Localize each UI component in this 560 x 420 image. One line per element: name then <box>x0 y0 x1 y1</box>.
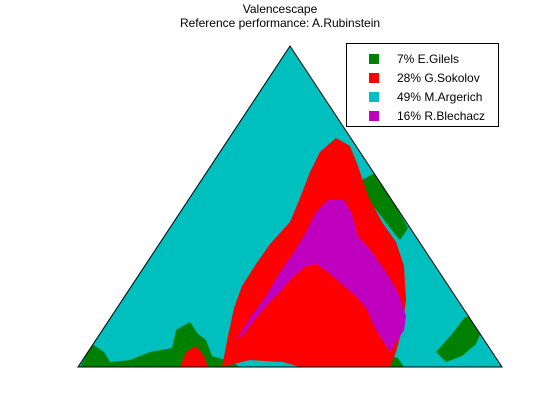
chart-title: Valencescape <box>242 2 318 16</box>
legend-label-sokolov: 28% G.Sokolov <box>397 71 480 85</box>
legend-entry-sokolov: 28% G.Sokolov <box>347 68 498 88</box>
legend-entry-gilels: 7% E.Gilels <box>347 49 498 69</box>
triangle-outline <box>77 45 503 368</box>
legend-entry-argerich: 49% M.Argerich <box>347 87 498 107</box>
legend-swatch-blechacz <box>369 111 379 121</box>
legend-swatch-sokolov <box>369 73 379 83</box>
region-e-gilels-right <box>362 172 408 240</box>
legend-label-blechacz: 16% R.Blechacz <box>397 109 486 123</box>
region-g-sokolov-inner <box>262 270 366 367</box>
region-r-blechacz <box>236 200 406 352</box>
chart-subtitle: Reference performance: A.Rubinstein <box>179 16 381 30</box>
legend-entry-blechacz: 16% R.Blechacz <box>347 106 498 126</box>
legend-swatch-gilels <box>369 54 379 64</box>
legend-swatch-argerich <box>369 92 379 102</box>
legend: 7% E.Gilels 28% G.Sokolov 49% M.Argerich… <box>346 43 499 127</box>
legend-label-gilels: 7% E.Gilels <box>397 52 460 66</box>
legend-label-argerich: 49% M.Argerich <box>397 90 483 104</box>
region-g-sokolov-bottom <box>180 346 208 367</box>
region-e-gilels-lower-right <box>436 314 482 362</box>
